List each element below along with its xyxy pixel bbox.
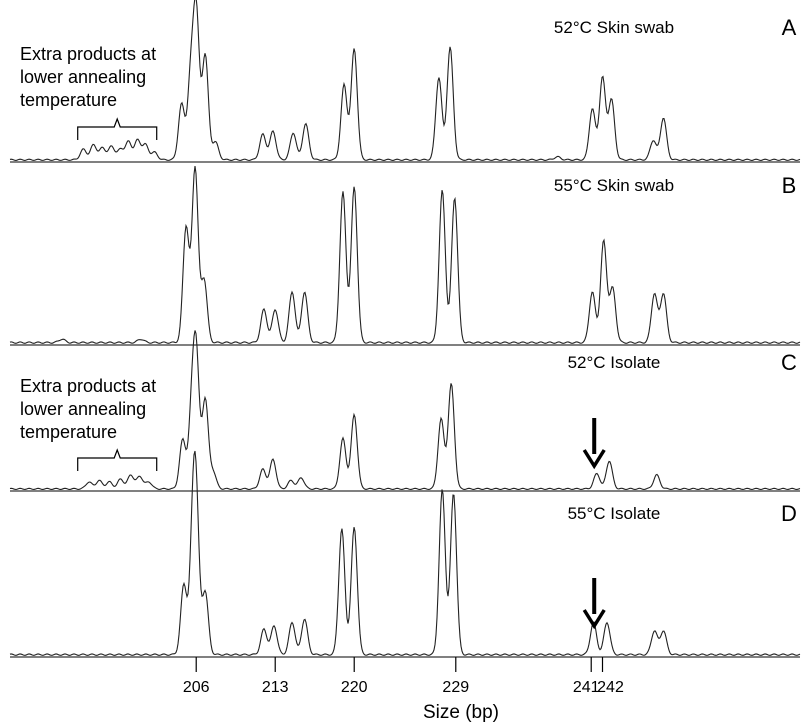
trace-line [9, 330, 801, 490]
trace-line [9, 166, 801, 344]
annotation-text: lower annealing [20, 399, 146, 419]
trace-line [9, 0, 801, 161]
annotation-text: Extra products at [20, 376, 156, 396]
trace-line [9, 450, 801, 656]
panel-letter: B [782, 173, 797, 198]
panel-title: 52°C Isolate [568, 353, 661, 372]
panel-title: 55°C Isolate [568, 504, 661, 523]
panel-b: 55°C Skin swab B [9, 166, 801, 346]
annotation-text: Extra products at [20, 44, 156, 64]
x-tick-label: 241 [573, 679, 600, 696]
arrow-head [582, 609, 606, 630]
x-tick-label: 242 [597, 679, 624, 696]
x-tick-label: 206 [183, 679, 210, 696]
panel-letter: C [781, 350, 797, 375]
annotation-text: temperature [20, 90, 117, 110]
panel-a: 52°C Skin swab A Extra products at lower an… [9, 0, 801, 163]
annotation-text: temperature [20, 422, 117, 442]
panel-letter: D [781, 501, 797, 526]
bracket [77, 448, 158, 471]
panel-c: 52°C Isolate C Extra products at lower anne… [9, 330, 801, 492]
panels-group: 52°C Skin swab A Extra products at lower an… [9, 0, 801, 658]
panel-title: 55°C Skin swab [554, 176, 674, 195]
bracket [77, 117, 158, 140]
x-tick-label: 229 [442, 679, 469, 696]
x-tick-label: 213 [262, 679, 289, 696]
x-tick-label: 220 [341, 679, 368, 696]
panel-title: 52°C Skin swab [554, 18, 674, 37]
arrow-head [582, 449, 606, 470]
panel-d: 55°C Isolate D [9, 450, 801, 658]
panel-letter: A [782, 15, 797, 40]
annotation-text: lower annealing [20, 67, 146, 87]
x-axis-title: Size (bp) [423, 702, 499, 723]
